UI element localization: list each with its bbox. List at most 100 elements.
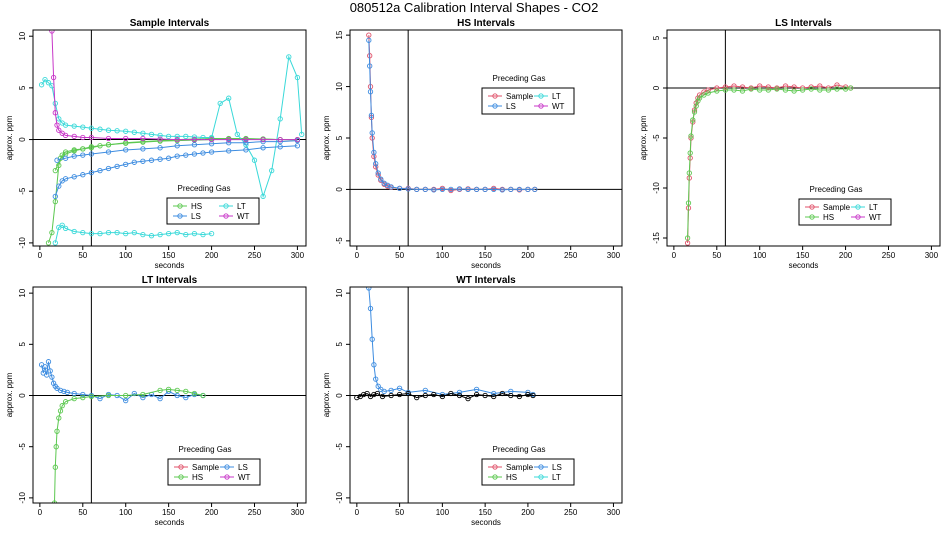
y-tick-label: -10 xyxy=(335,492,344,504)
legend-swatch-marker xyxy=(223,203,229,209)
data-point xyxy=(140,130,146,136)
data-point xyxy=(499,187,505,193)
data-point xyxy=(396,391,403,398)
series-line-lt xyxy=(54,224,212,244)
data-point xyxy=(687,150,693,156)
legend-title: Preceding Gas xyxy=(178,184,231,193)
plot-frame xyxy=(349,286,623,504)
y-tick-label: 0 xyxy=(18,393,27,398)
x-tick-label: 300 xyxy=(607,508,621,517)
series-line-ls xyxy=(56,140,298,161)
data-point xyxy=(157,156,163,162)
series-line-hs xyxy=(687,87,851,239)
data-point xyxy=(226,136,232,143)
data-point xyxy=(62,132,69,139)
data-point xyxy=(465,186,471,193)
data-point xyxy=(482,186,488,193)
data-point xyxy=(808,86,814,92)
data-point xyxy=(64,389,70,396)
data-point xyxy=(260,145,266,151)
y-axis-label: approx. ppm xyxy=(5,372,14,417)
legend-swatch-marker xyxy=(538,464,544,470)
series-line-unknown xyxy=(356,392,534,400)
data-point xyxy=(842,86,849,92)
data-point xyxy=(157,145,163,151)
data-point xyxy=(61,388,67,395)
data-point xyxy=(516,393,523,400)
data-point xyxy=(105,127,112,133)
legend: Preceding Gas Sample LT LS WT xyxy=(481,74,575,115)
data-point xyxy=(388,387,394,394)
data-point xyxy=(52,193,58,200)
data-point xyxy=(714,85,720,91)
data-point xyxy=(499,390,505,397)
legend: Preceding Gas Sample LT HS WT xyxy=(798,185,892,226)
data-point xyxy=(123,128,129,134)
data-point xyxy=(373,161,379,167)
legend-entry: HS xyxy=(823,213,834,222)
series-line-ls xyxy=(41,361,204,402)
x-tick-label: 250 xyxy=(564,508,578,517)
x-tick-label: 300 xyxy=(607,251,621,260)
data-point xyxy=(56,183,62,189)
data-point xyxy=(140,135,146,142)
data-point xyxy=(217,100,223,107)
data-point xyxy=(140,139,146,145)
y-tick-label: 5 xyxy=(18,85,27,90)
x-axis-label: seconds xyxy=(789,261,819,270)
data-point xyxy=(71,133,77,140)
data-point xyxy=(825,87,832,93)
data-point xyxy=(44,372,50,378)
data-point xyxy=(456,389,463,396)
data-point xyxy=(71,123,77,129)
data-point xyxy=(269,167,275,174)
data-point xyxy=(131,390,137,397)
y-tick-label: 5 xyxy=(335,135,344,140)
data-point xyxy=(431,391,437,398)
data-point xyxy=(80,134,86,141)
data-point xyxy=(379,393,386,400)
x-tick-label: 100 xyxy=(119,251,133,260)
data-point xyxy=(226,95,232,101)
data-point xyxy=(799,87,806,93)
data-point xyxy=(684,235,691,241)
legend-swatch-marker xyxy=(538,103,544,109)
legend-swatch-marker xyxy=(177,213,183,219)
data-point xyxy=(286,54,292,60)
data-point xyxy=(88,230,95,237)
data-point xyxy=(473,386,480,393)
series-line-lt xyxy=(41,55,303,199)
x-tick-label: 100 xyxy=(436,251,450,260)
legend-entry: WT xyxy=(552,102,565,111)
data-point xyxy=(165,155,172,161)
data-point xyxy=(693,103,699,109)
data-point xyxy=(684,240,691,246)
data-point xyxy=(131,229,137,236)
legend-entry: HS xyxy=(506,473,517,482)
data-point xyxy=(294,143,301,149)
legend-title: Preceding Gas xyxy=(179,445,232,454)
data-point xyxy=(200,231,206,238)
data-point xyxy=(532,186,538,193)
data-point xyxy=(174,133,180,140)
data-point xyxy=(381,388,387,395)
legend-entry: HS xyxy=(191,202,202,211)
data-layer xyxy=(354,287,536,402)
data-point xyxy=(140,146,146,152)
data-point xyxy=(439,186,446,193)
data-point xyxy=(52,464,58,470)
data-point xyxy=(97,230,103,237)
y-tick-label: 5 xyxy=(18,342,27,347)
data-point xyxy=(62,155,69,161)
data-point xyxy=(705,90,711,96)
data-point xyxy=(701,92,707,98)
data-point xyxy=(260,136,266,143)
chart-title: HS Intervals xyxy=(457,18,515,29)
data-point xyxy=(56,415,62,421)
data-point xyxy=(123,397,129,404)
data-point xyxy=(686,170,692,176)
data-point xyxy=(375,170,381,176)
data-point xyxy=(140,231,146,238)
legend-entry: LS xyxy=(238,463,248,472)
